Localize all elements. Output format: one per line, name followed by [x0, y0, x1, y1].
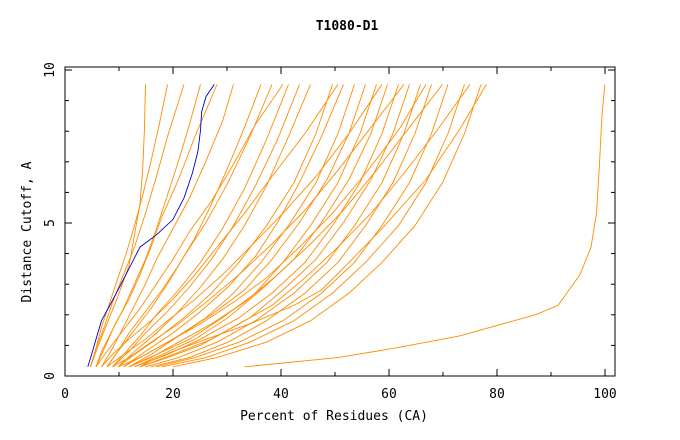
model-series-line-30 [90, 84, 168, 367]
x-tick-label: 40 [273, 387, 289, 402]
model-series-line-3 [90, 84, 146, 367]
x-tick-label: 20 [165, 387, 181, 402]
y-tick-label: 0 [43, 372, 58, 380]
model-series-line-12 [117, 84, 311, 368]
model-series-line-10 [112, 84, 289, 368]
chart-title: T1080-D1 [316, 19, 379, 34]
model-series-line-7 [101, 84, 234, 368]
model-series-line-26 [101, 84, 339, 368]
model-series-line-32 [128, 84, 443, 368]
model-series-line-17 [128, 84, 377, 368]
highlight-series-line [87, 84, 215, 367]
model-series-line-20 [139, 84, 410, 368]
y-tick-label: 10 [43, 62, 58, 78]
model-series-line-33 [139, 84, 471, 368]
model-series-line-13 [117, 84, 333, 368]
model-series-line-25 [172, 84, 482, 368]
model-series-line-11 [112, 84, 300, 368]
series-layer [87, 84, 606, 368]
plot-frame [64, 66, 616, 377]
y-tick-label: 5 [43, 219, 58, 227]
model-series-line-18 [134, 84, 388, 368]
model-series-line-24 [161, 84, 465, 368]
model-series-line-19 [134, 84, 399, 368]
x-tick-label: 100 [593, 387, 616, 402]
model-series-line-22 [150, 84, 432, 368]
model-series-line-5 [95, 84, 201, 367]
x-tick-label: 60 [381, 387, 397, 402]
model-series-line-28 [106, 84, 383, 368]
model-series-line-31 [112, 84, 405, 368]
model-series-line-21 [145, 84, 421, 368]
model-series-line-16 [128, 84, 366, 368]
x-tick-label: 0 [61, 387, 69, 402]
model-series-line-2 [139, 84, 487, 368]
model-series-line-23 [156, 84, 449, 368]
model-series-line-1 [244, 84, 606, 368]
ticks-layer: 0 20 40 60 80 100 0 5 10 [43, 62, 617, 402]
model-series-line-27 [95, 84, 284, 368]
x-axis-label: Percent of Residues (CA) [240, 409, 428, 424]
x-tick-label: 80 [489, 387, 505, 402]
model-series-line-6 [95, 84, 218, 367]
model-series-line-15 [123, 84, 355, 368]
y-axis-label: Distance Cutoff, A [20, 161, 35, 302]
model-series-line-9 [106, 84, 273, 368]
model-series-line-4 [90, 84, 185, 367]
model-series-line-29 [117, 84, 427, 368]
